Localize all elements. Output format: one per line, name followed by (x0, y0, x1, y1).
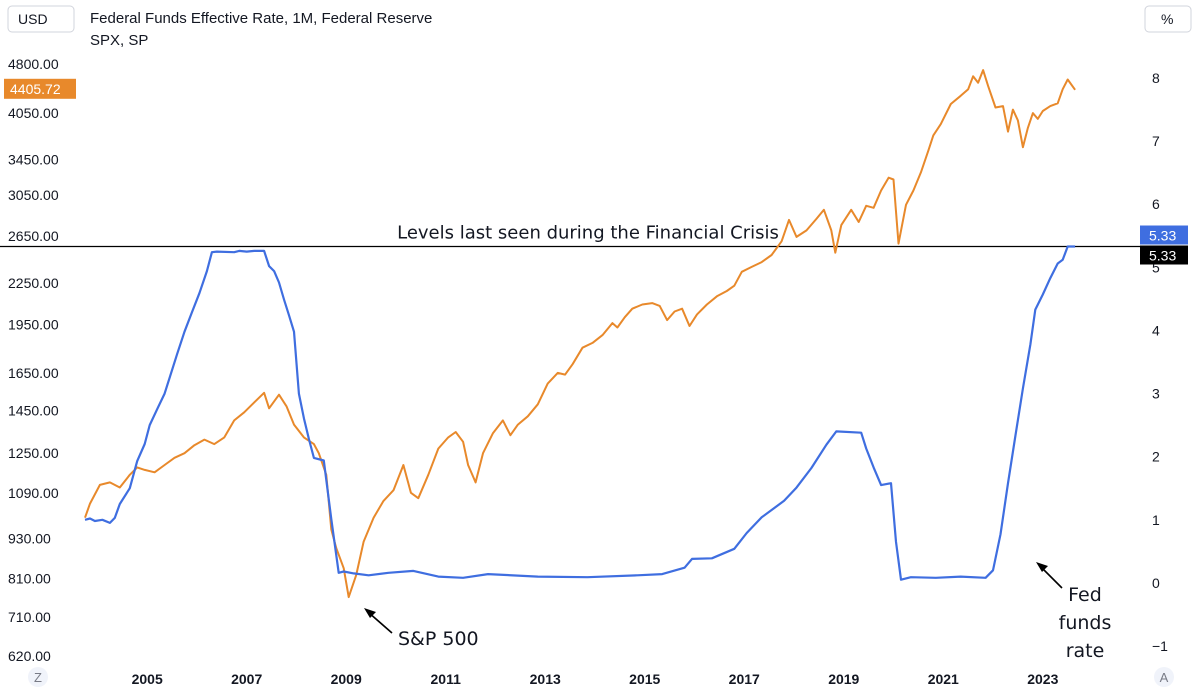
left-tick-label: 3050.00 (8, 187, 59, 203)
x-tick-label: 2009 (331, 671, 362, 687)
right-tick-label: −1 (1152, 638, 1168, 654)
currency-button[interactable] (7, 5, 75, 33)
x-tick-label: 2015 (629, 671, 660, 687)
x-tick-label: 2005 (132, 671, 163, 687)
right-axis-ticks: 8 7 6 5 4 3 2 1 0 −1 (1152, 70, 1168, 654)
reference-level-value: 5.33 (1149, 248, 1176, 264)
fed-callout-label-line2: funds (1059, 612, 1112, 634)
left-tick-label: 2250.00 (8, 275, 59, 291)
right-tick-label: 5 (1152, 259, 1160, 275)
percent-scale-button[interactable] (1144, 5, 1192, 33)
left-tick-label: 3450.00 (8, 152, 59, 168)
x-tick-label: 2013 (530, 671, 561, 687)
zoom-button[interactable] (28, 667, 48, 687)
left-tick-label: 1950.00 (8, 317, 59, 333)
currency-label: USD (18, 11, 48, 27)
right-tick-label: 8 (1152, 70, 1160, 86)
left-tick-label: 4050.00 (8, 105, 59, 121)
fed-callout-label-line1: Fed (1068, 584, 1102, 606)
right-tick-label: 1 (1152, 512, 1160, 528)
series-title-fed: Federal Funds Effective Rate, 1M, Federa… (90, 10, 432, 27)
right-tick-label: 2 (1152, 449, 1160, 465)
fed-points (85, 246, 1075, 579)
left-axis-ticks: 4800.00 4050.00 3450.00 3050.00 2650.00 2250.… (8, 56, 59, 664)
spx-last-value-badge (4, 78, 76, 99)
zoom-label: Z (34, 670, 42, 685)
crisis-annotation: Levels last seen during the Financial Cr… (397, 223, 779, 244)
x-tick-label: 2007 (231, 671, 262, 687)
right-tick-label: 0 (1152, 575, 1160, 591)
left-tick-label: 1090.00 (8, 485, 59, 501)
left-tick-label: 4800.00 (8, 56, 59, 72)
left-tick-label: 810.00 (8, 571, 51, 587)
left-tick-label: 1450.00 (8, 402, 59, 418)
auto-scale-button[interactable] (1154, 667, 1174, 687)
right-tick-label: 6 (1152, 196, 1160, 212)
percent-label: % (1161, 11, 1173, 27)
left-tick-label: 930.00 (8, 531, 51, 547)
left-tick-label: 1650.00 (8, 365, 59, 381)
x-axis-ticks: 2005 2007 2009 2011 2013 2015 2017 2019 2021 2023 (132, 671, 1059, 687)
spx-callout-arrowhead (364, 608, 376, 618)
fed-callout-label-line3: rate (1066, 640, 1105, 662)
auto-scale-label: A (1160, 670, 1169, 685)
spx-points (85, 70, 1075, 597)
left-tick-label: 1250.00 (8, 445, 59, 461)
fed-last-value-badge (1140, 225, 1188, 245)
fed-funds-series-line (84, 245, 1076, 581)
spx-callout-label: S&P 500 (398, 628, 479, 650)
left-tick-label: 2650.00 (8, 228, 59, 244)
spx-last-value: 4405.72 (10, 81, 61, 97)
left-tick-label: 710.00 (8, 609, 51, 625)
x-tick-label: 2011 (431, 671, 462, 687)
right-tick-label: 7 (1152, 133, 1160, 149)
x-tick-label: 2017 (729, 671, 760, 687)
reference-level-badge (1140, 245, 1188, 265)
right-tick-label: 3 (1152, 386, 1160, 402)
spx-series-line (84, 69, 1076, 599)
fed-callout-arrowhead (1036, 562, 1048, 572)
right-tick-label: 4 (1152, 322, 1160, 338)
left-tick-label: 620.00 (8, 648, 51, 664)
x-tick-label: 2023 (1027, 671, 1058, 687)
x-tick-label: 2021 (928, 671, 959, 687)
series-title-spx: SPX, SP (90, 32, 148, 49)
fed-last-value: 5.33 (1149, 228, 1176, 244)
x-tick-label: 2019 (828, 671, 859, 687)
